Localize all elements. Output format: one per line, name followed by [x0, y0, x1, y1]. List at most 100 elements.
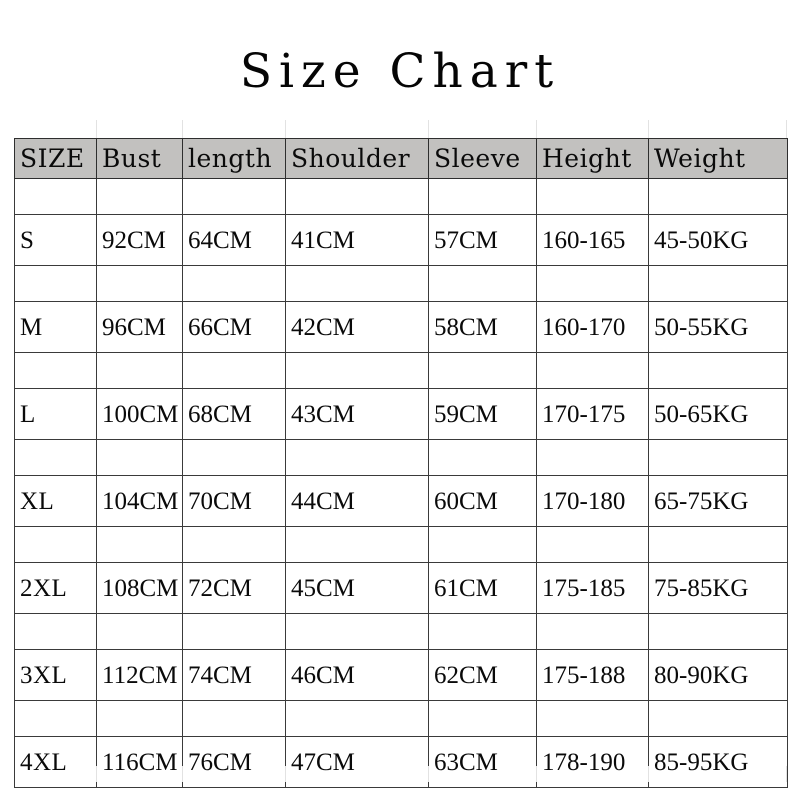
table-spacer-cell: [285, 613, 429, 650]
table-cell-length: 72CM: [182, 562, 286, 614]
table-cell-shoulder: 42CM: [285, 301, 429, 353]
table-spacer-cell: [428, 178, 537, 215]
table-spacer-cell: [182, 352, 286, 389]
gridline-stub: [182, 766, 183, 782]
table-cell-bust: 100CM: [96, 388, 183, 440]
table-spacer-cell: [648, 178, 788, 215]
table-spacer-cell: [182, 439, 286, 476]
table-row: L 100CM 68CM 43CM 59CM 170-175 50-65KG: [14, 388, 788, 440]
table-row: XL 104CM 70CM 44CM 60CM 170-180 65-75KG: [14, 475, 788, 527]
table-spacer-cell: [182, 613, 286, 650]
gridline-stub: [428, 120, 429, 138]
table-spacer-cell: [96, 265, 183, 302]
table-spacer-cell: [428, 265, 537, 302]
size-chart-table-container: SIZE Bust length Shoulder Sleeve Height …: [14, 138, 788, 788]
table-spacer-cell: [285, 178, 429, 215]
column-header-shoulder: Shoulder: [285, 138, 429, 179]
table-cell-shoulder: 45CM: [285, 562, 429, 614]
table-spacer-cell: [14, 265, 97, 302]
table-spacer-cell: [648, 439, 788, 476]
table-cell-shoulder: 46CM: [285, 649, 429, 701]
table-spacer-cell: [285, 526, 429, 563]
table-cell-size: 4XL: [14, 736, 97, 788]
gridline-stub: [648, 766, 649, 782]
table-cell-length: 68CM: [182, 388, 286, 440]
table-cell-size: S: [14, 214, 97, 266]
table-spacer-cell: [428, 526, 537, 563]
table-cell-size: L: [14, 388, 97, 440]
table-cell-height: 178-190: [536, 736, 649, 788]
table-cell-sleeve: 57CM: [428, 214, 537, 266]
table-cell-weight: 65-75KG: [648, 475, 788, 527]
table-spacer-cell: [182, 265, 286, 302]
table-spacer-cell: [428, 613, 537, 650]
table-cell-height: 170-180: [536, 475, 649, 527]
table-cell-shoulder: 41CM: [285, 214, 429, 266]
table-cell-weight: 75-85KG: [648, 562, 788, 614]
table-cell-length: 70CM: [182, 475, 286, 527]
table-spacer-row: [14, 352, 788, 389]
page-title: Size Chart: [239, 44, 561, 99]
table-spacer-cell: [96, 439, 183, 476]
table-cell-length: 76CM: [182, 736, 286, 788]
title-area: Size Chart: [0, 44, 800, 100]
table-spacer-cell: [428, 352, 537, 389]
table-cell-size: M: [14, 301, 97, 353]
table-spacer-row: [14, 613, 788, 650]
table-cell-size: 3XL: [14, 649, 97, 701]
gridline-stub: [648, 120, 649, 138]
gridline-stub: [285, 120, 286, 138]
table-row: 2XL 108CM 72CM 45CM 61CM 175-185 75-85KG: [14, 562, 788, 614]
table-cell-size: 2XL: [14, 562, 97, 614]
table-spacer-row: [14, 439, 788, 476]
table-spacer-cell: [536, 700, 649, 737]
table-spacer-cell: [536, 439, 649, 476]
table-spacer-cell: [428, 700, 537, 737]
table-spacer-cell: [14, 178, 97, 215]
table-spacer-cell: [96, 613, 183, 650]
table-cell-height: 160-165: [536, 214, 649, 266]
column-header-height: Height: [536, 138, 649, 179]
table-row: 4XL 116CM 76CM 47CM 63CM 178-190 85-95KG: [14, 736, 788, 788]
gridline-stub: [96, 766, 97, 782]
table-spacer-cell: [96, 352, 183, 389]
gridline-stub: [786, 766, 787, 782]
table-spacer-cell: [648, 700, 788, 737]
table-cell-weight: 50-65KG: [648, 388, 788, 440]
column-header-sleeve: Sleeve: [428, 138, 537, 179]
table-spacer-cell: [536, 526, 649, 563]
table-spacer-row: [14, 265, 788, 302]
table-spacer-row: [14, 526, 788, 563]
gridline-stub: [536, 120, 537, 138]
table-cell-bust: 96CM: [96, 301, 183, 353]
table-spacer-cell: [648, 352, 788, 389]
gridline-stub: [96, 120, 97, 138]
table-body: S 92CM 64CM 41CM 57CM 160-165 45-50KG M 96CM 66C…: [14, 178, 788, 788]
table-cell-bust: 108CM: [96, 562, 183, 614]
table-cell-height: 160-170: [536, 301, 649, 353]
table-spacer-cell: [536, 265, 649, 302]
table-cell-bust: 112CM: [96, 649, 183, 701]
table-spacer-cell: [648, 613, 788, 650]
table-spacer-cell: [536, 352, 649, 389]
table-header: SIZE Bust length Shoulder Sleeve Height …: [14, 138, 788, 179]
table-spacer-cell: [96, 700, 183, 737]
table-cell-sleeve: 58CM: [428, 301, 537, 353]
table-cell-length: 74CM: [182, 649, 286, 701]
table-cell-length: 66CM: [182, 301, 286, 353]
table-spacer-cell: [14, 352, 97, 389]
table-cell-sleeve: 63CM: [428, 736, 537, 788]
table-spacer-cell: [648, 526, 788, 563]
table-spacer-cell: [536, 613, 649, 650]
gridline-stub: [285, 766, 286, 782]
table-cell-weight: 80-90KG: [648, 649, 788, 701]
table-cell-weight: 45-50KG: [648, 214, 788, 266]
column-header-weight: Weight: [648, 138, 788, 179]
table-cell-sleeve: 59CM: [428, 388, 537, 440]
table-cell-shoulder: 43CM: [285, 388, 429, 440]
table-row: M 96CM 66CM 42CM 58CM 160-170 50-55KG: [14, 301, 788, 353]
gridline-stub: [182, 120, 183, 138]
table-row: 3XL 112CM 74CM 46CM 62CM 175-188 80-90KG: [14, 649, 788, 701]
table-spacer-row: [14, 178, 788, 215]
gridline-stub: [428, 766, 429, 782]
